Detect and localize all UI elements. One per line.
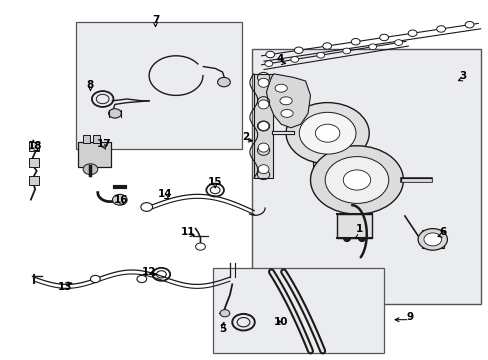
Circle shape [290, 57, 298, 62]
Ellipse shape [280, 109, 292, 117]
Circle shape [112, 194, 127, 205]
Bar [76, 22, 242, 149]
Text: 13: 13 [58, 282, 72, 292]
Bar [29, 176, 39, 185]
Bar [29, 142, 39, 151]
Circle shape [407, 30, 416, 36]
Text: 4: 4 [275, 54, 283, 64]
Circle shape [285, 103, 368, 164]
Circle shape [423, 233, 441, 246]
Circle shape [394, 40, 402, 45]
Text: 15: 15 [207, 177, 222, 187]
Circle shape [217, 77, 230, 87]
Text: 14: 14 [158, 189, 172, 199]
Circle shape [264, 61, 272, 67]
Text: 16: 16 [113, 195, 128, 205]
Circle shape [83, 164, 98, 175]
Text: 17: 17 [97, 139, 111, 149]
Circle shape [379, 34, 388, 41]
Bar [93, 135, 100, 143]
Text: 7: 7 [151, 15, 159, 25]
Text: 9: 9 [406, 312, 412, 322]
Text: 12: 12 [142, 267, 156, 277]
Circle shape [220, 310, 229, 317]
Ellipse shape [258, 122, 268, 130]
Ellipse shape [274, 84, 287, 92]
Polygon shape [266, 74, 310, 128]
Text: 10: 10 [273, 317, 288, 327]
Circle shape [343, 170, 370, 190]
Circle shape [436, 26, 445, 32]
Text: 3: 3 [458, 71, 465, 81]
Circle shape [265, 51, 274, 58]
Circle shape [90, 275, 100, 283]
Circle shape [350, 39, 359, 45]
Bar [253, 74, 273, 178]
Circle shape [141, 203, 152, 211]
Bar [29, 158, 39, 167]
Circle shape [342, 48, 350, 54]
Circle shape [464, 22, 473, 28]
Ellipse shape [279, 97, 292, 105]
Text: 11: 11 [181, 227, 195, 237]
Ellipse shape [258, 78, 268, 87]
Circle shape [108, 109, 121, 118]
Bar [421, 230, 443, 248]
Ellipse shape [258, 100, 268, 109]
Text: 6: 6 [438, 227, 445, 237]
Bar [337, 214, 371, 238]
Bar [83, 135, 90, 143]
Ellipse shape [258, 165, 268, 174]
Circle shape [316, 52, 324, 58]
Circle shape [417, 229, 447, 250]
Circle shape [294, 47, 303, 54]
Circle shape [325, 157, 388, 203]
Text: 2: 2 [242, 132, 248, 142]
Text: 8: 8 [87, 80, 94, 90]
Circle shape [368, 44, 376, 50]
Bar [212, 268, 383, 353]
Text: 1: 1 [355, 224, 362, 234]
Text: 18: 18 [28, 141, 42, 151]
Circle shape [299, 112, 355, 154]
Circle shape [310, 146, 403, 214]
Circle shape [315, 124, 339, 142]
Ellipse shape [258, 143, 268, 152]
Circle shape [322, 43, 331, 49]
Text: 5: 5 [219, 324, 226, 334]
Circle shape [137, 275, 146, 283]
Bar [251, 49, 480, 304]
Circle shape [195, 243, 205, 250]
Bar [78, 142, 111, 167]
Bar [312, 148, 366, 169]
